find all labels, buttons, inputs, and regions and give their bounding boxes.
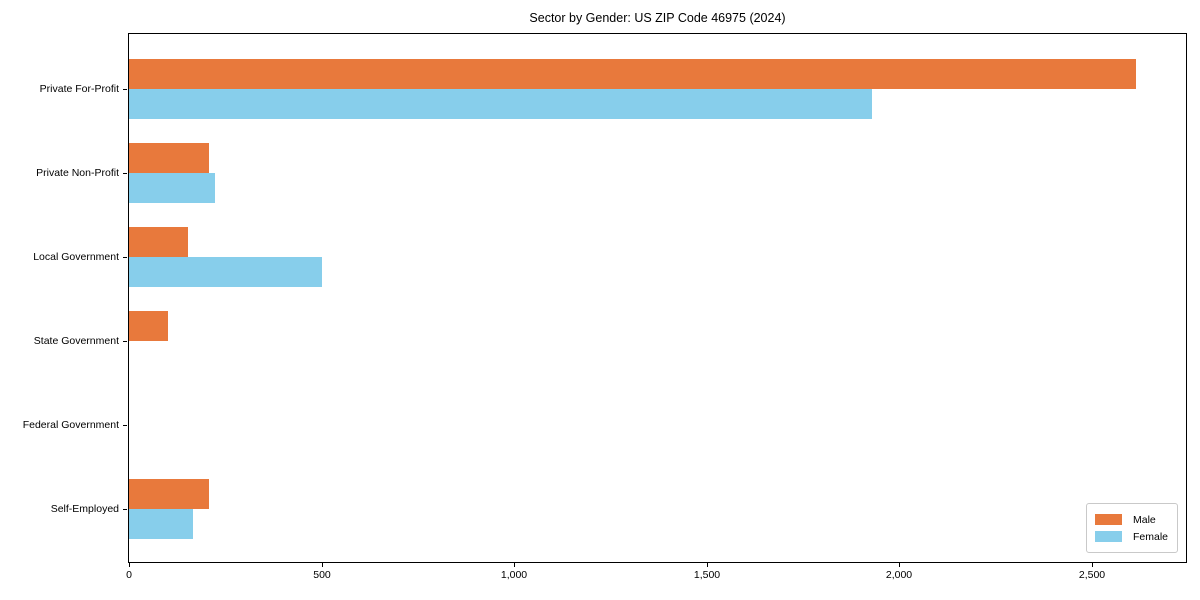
bar-female-1	[129, 173, 215, 203]
bar-female-0	[129, 89, 872, 119]
x-tick-label: 500	[313, 569, 331, 581]
x-tick-mark	[707, 563, 708, 567]
y-tick-label: Private Non-Profit	[36, 167, 119, 179]
y-tick-label: Self-Employed	[50, 503, 119, 515]
x-tick-mark	[899, 563, 900, 567]
x-tick-label: 2,000	[885, 569, 913, 581]
legend-label: Male	[1132, 513, 1156, 526]
x-tick-mark	[322, 563, 323, 567]
y-tick-mark	[123, 425, 127, 426]
legend: Male Female	[1085, 503, 1178, 553]
y-tick-mark	[123, 89, 127, 90]
legend-item-male: Male	[1094, 512, 1168, 527]
x-tick-mark	[1092, 563, 1093, 567]
bar-male-1	[129, 143, 209, 173]
legend-swatch-male	[1094, 514, 1122, 525]
plot-area: Male Female	[128, 33, 1187, 563]
y-tick-mark	[123, 509, 127, 510]
x-tick-mark	[514, 563, 515, 567]
bar-male-2	[129, 227, 188, 257]
x-tick-label: 1,500	[693, 569, 721, 581]
x-tick-label: 1,000	[500, 569, 528, 581]
y-tick-label: State Government	[33, 335, 119, 347]
y-tick-mark	[123, 341, 127, 342]
chart-title: Sector by Gender: US ZIP Code 46975 (202…	[529, 11, 786, 25]
y-tick-label: Federal Government	[22, 419, 119, 431]
bar-female-5	[129, 509, 193, 539]
bar-female-2	[129, 257, 322, 287]
x-tick-label: 0	[126, 569, 132, 581]
y-tick-label: Private For-Profit	[39, 83, 119, 95]
y-tick-mark	[123, 173, 127, 174]
x-tick-mark	[129, 563, 130, 567]
x-tick-label: 2,500	[1078, 569, 1106, 581]
legend-item-female: Female	[1094, 529, 1168, 544]
bar-male-5	[129, 479, 209, 509]
bar-male-3	[129, 311, 168, 341]
legend-swatch-female	[1094, 531, 1122, 542]
y-tick-mark	[123, 257, 127, 258]
y-tick-label: Local Government	[33, 251, 119, 263]
bar-male-0	[129, 59, 1136, 89]
legend-label: Female	[1132, 530, 1168, 543]
